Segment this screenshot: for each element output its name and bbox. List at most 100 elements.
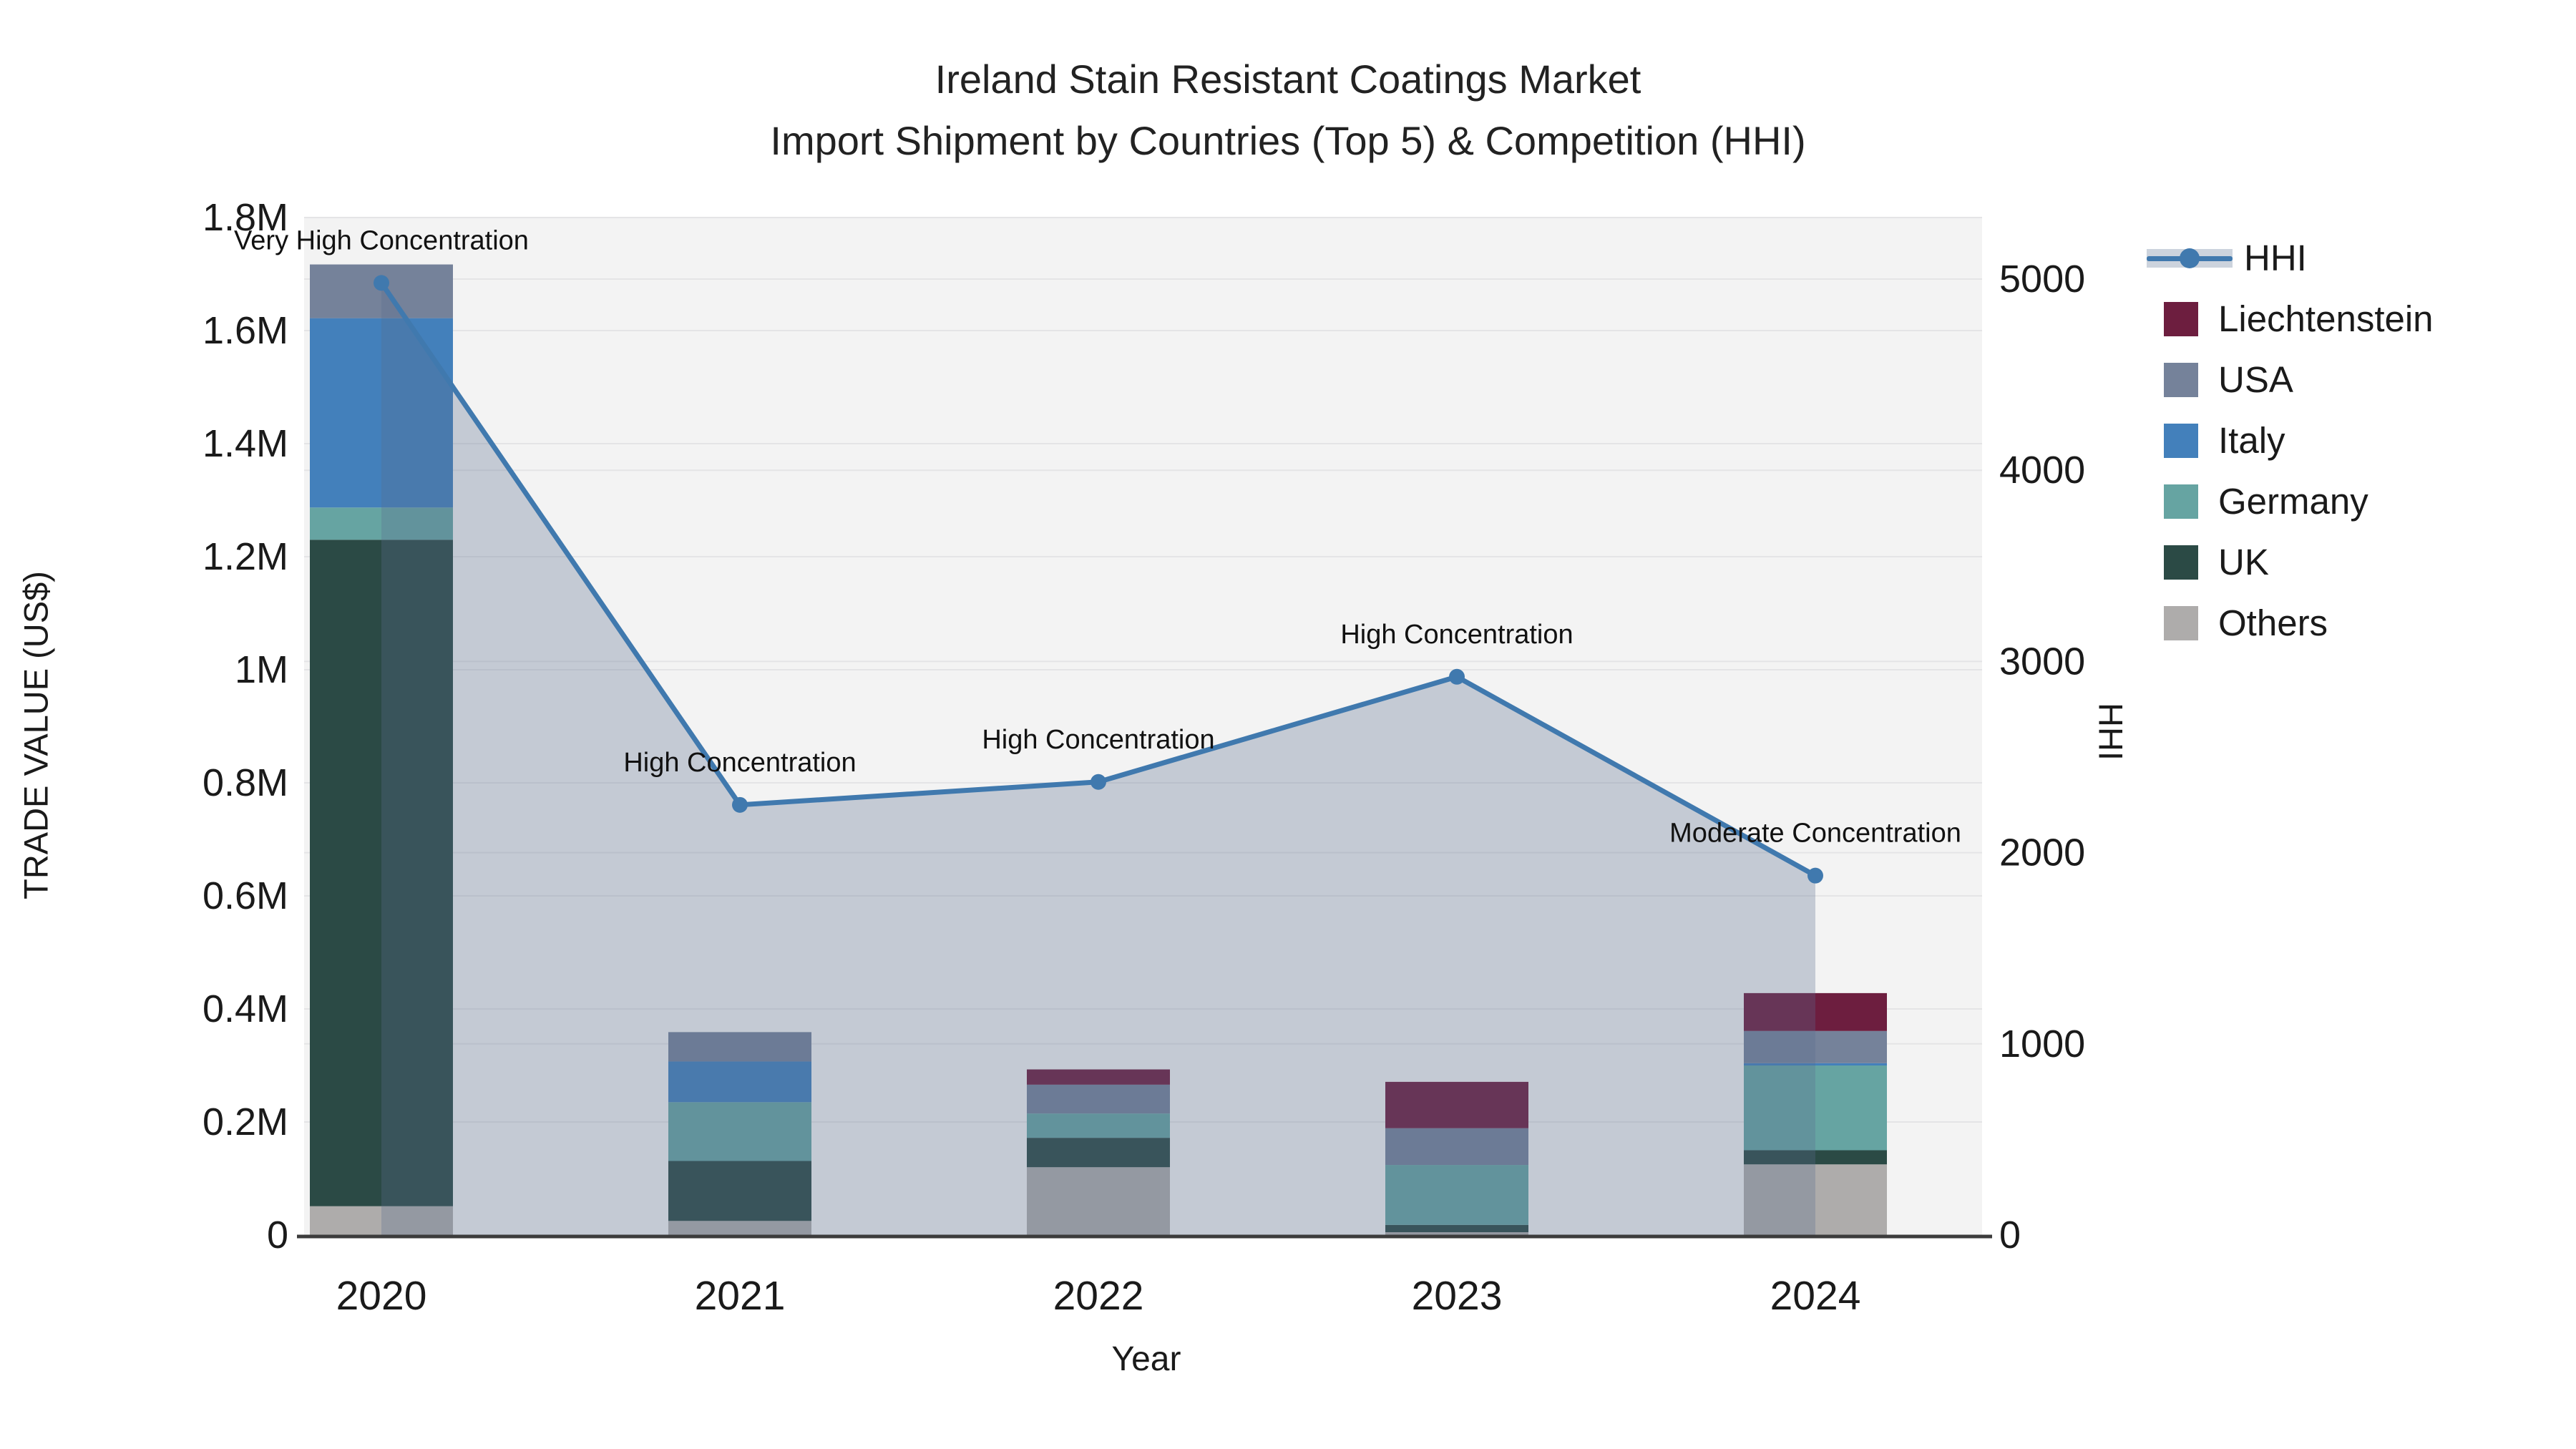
x-tick-2020: 2020 — [336, 1273, 427, 1319]
bar-segment-uk-2020[interactable] — [310, 540, 453, 1206]
bar-segment-liechtenstein-2022[interactable] — [1027, 1069, 1170, 1085]
chart-title-line2: Import Shipment by Countries (Top 5) & C… — [770, 118, 1806, 163]
legend-label-others: Others — [2218, 602, 2328, 643]
bar-segment-uk-2022[interactable] — [1027, 1138, 1170, 1168]
legend-swatch-uk — [2164, 545, 2198, 580]
legend-swatch-italy — [2164, 423, 2198, 458]
legend-label-italy: Italy — [2218, 420, 2285, 461]
bar-series-germany — [310, 507, 1887, 1225]
hhi-marker-2023[interactable] — [1449, 668, 1465, 685]
legend-label-uk: UK — [2218, 542, 2269, 582]
y-left-tick-1M: 1M — [235, 648, 288, 691]
bar-series-usa — [310, 264, 1887, 1166]
hhi-marker-2020[interactable] — [374, 275, 389, 291]
legend-item-hhi[interactable]: HHI — [2147, 228, 2547, 288]
bar-segment-usa-2023[interactable] — [1385, 1128, 1528, 1166]
y-left-tick-0.4M: 0.4M — [203, 987, 288, 1030]
annotation-2022: High Concentration — [982, 725, 1214, 755]
y-right-tick-2000: 2000 — [1999, 831, 2085, 874]
chart-title: Ireland Stain Resistant Coatings Market … — [0, 49, 2576, 172]
legend-swatch-liechtenstein — [2164, 301, 2198, 336]
bar-segment-germany-2020[interactable] — [310, 507, 453, 540]
chart-title-line1: Ireland Stain Resistant Coatings Market — [935, 57, 1641, 102]
bar-series-liechtenstein — [1027, 992, 1887, 1128]
legend-swatch-usa — [2164, 362, 2198, 397]
y-left-tick-0.2M: 0.2M — [203, 1101, 288, 1143]
x-axis-title: Year — [1111, 1340, 1181, 1378]
bar-segment-germany-2021[interactable] — [668, 1102, 811, 1161]
legend-swatch-germany — [2164, 484, 2198, 519]
y-right-tick-4000: 4000 — [1999, 449, 2085, 492]
hhi-marker-2022[interactable] — [1091, 774, 1106, 790]
bar-segment-liechtenstein-2024[interactable] — [1744, 992, 1887, 1031]
bar-segment-others-2024[interactable] — [1744, 1164, 1887, 1235]
y-left-tick-1.2M: 1.2M — [203, 535, 288, 578]
y-left-tick-0.6M: 0.6M — [203, 874, 288, 917]
x-tick-2021: 2021 — [695, 1273, 786, 1319]
y-axis-title-left: TRADE VALUE (US$) — [16, 571, 55, 899]
bar-segment-usa-2020[interactable] — [310, 264, 453, 318]
bar-segment-others-2020[interactable] — [310, 1206, 453, 1235]
legend-label-hhi: HHI — [2244, 238, 2307, 278]
bar-segment-uk-2023[interactable] — [1385, 1224, 1528, 1233]
bar-segment-usa-2021[interactable] — [668, 1032, 811, 1062]
bar-segment-usa-2022[interactable] — [1027, 1084, 1170, 1114]
bar-segment-germany-2023[interactable] — [1385, 1165, 1528, 1225]
annotation-2020: Very High Concentration — [234, 225, 529, 255]
legend-label-liechtenstein: Liechtenstein — [2218, 298, 2434, 339]
y-left-tick-1.4M: 1.4M — [203, 422, 288, 465]
y-axis-title-right: HHI — [2092, 703, 2130, 761]
y-axis-right-ticks: 0 1000 2000 3000 4000 5000 — [1999, 258, 2085, 1257]
bar-segment-others-2022[interactable] — [1027, 1167, 1170, 1235]
legend-item-italy[interactable]: Italy — [2147, 410, 2547, 471]
bar-segment-usa-2024[interactable] — [1744, 1030, 1887, 1063]
y-right-tick-1000: 1000 — [1999, 1023, 2085, 1065]
bar-series-italy — [310, 318, 1887, 1103]
y-left-tick-0.8M: 0.8M — [203, 761, 288, 804]
legend-label-germany: Germany — [2218, 481, 2368, 522]
hhi-marker-2021[interactable] — [732, 796, 748, 813]
y-left-tick-0: 0 — [267, 1214, 288, 1257]
hhi-markers — [374, 275, 1823, 884]
bar-series-others — [310, 1164, 1887, 1235]
hhi-marker-2024[interactable] — [1807, 867, 1823, 884]
x-tick-2022: 2022 — [1053, 1273, 1144, 1319]
x-tick-2023: 2023 — [1412, 1273, 1503, 1319]
legend-item-germany[interactable]: Germany — [2147, 471, 2547, 532]
annotation-2023: High Concentration — [1340, 620, 1573, 650]
bar-segment-liechtenstein-2023[interactable] — [1385, 1081, 1528, 1128]
hhi-area-fill — [381, 283, 1815, 1236]
bar-series-uk — [310, 540, 1887, 1233]
bar-segment-italy-2024[interactable] — [1744, 1063, 1887, 1065]
y-left-tick-1.6M: 1.6M — [203, 309, 288, 352]
y-right-tick-3000: 3000 — [1999, 640, 2085, 683]
bar-segment-germany-2022[interactable] — [1027, 1113, 1170, 1138]
hhi-line-legend-icon — [2147, 246, 2233, 270]
annotation-2024: Moderate Concentration — [1669, 819, 1961, 849]
y-axis-left-ticks: 0 0.2M 0.4M 0.6M 0.8M 1M 1.2M 1.4M 1.6M 1.8M — [203, 196, 288, 1257]
bar-segment-germany-2024[interactable] — [1744, 1065, 1887, 1151]
bar-segment-others-2021[interactable] — [668, 1221, 811, 1235]
legend-item-uk[interactable]: UK — [2147, 532, 2547, 592]
legend-item-usa[interactable]: USA — [2147, 349, 2547, 410]
legend-item-others[interactable]: Others — [2147, 592, 2547, 653]
bar-series-group — [310, 264, 1887, 1235]
legend-swatch-others — [2164, 605, 2198, 640]
x-tick-2024: 2024 — [1770, 1273, 1861, 1319]
bar-segment-uk-2021[interactable] — [668, 1161, 811, 1221]
bar-segment-others-2023[interactable] — [1385, 1232, 1528, 1235]
bar-segment-uk-2024[interactable] — [1744, 1150, 1887, 1165]
legend-label-usa: USA — [2218, 359, 2293, 400]
gridlines — [304, 217, 1982, 1123]
y-right-tick-5000: 5000 — [1999, 258, 2085, 301]
annotation-2021: High Concentration — [623, 748, 856, 778]
legend-item-liechtenstein[interactable]: Liechtenstein — [2147, 288, 2547, 349]
plot-background — [304, 218, 1982, 1235]
y-right-tick-0: 0 — [1999, 1214, 2021, 1257]
legend: HHI Liechtenstein USA Italy Germany UK Others — [2147, 228, 2547, 653]
x-axis-ticks: 2020 2021 2022 2023 2024 — [336, 1273, 1861, 1319]
y-left-tick-1.8M: 1.8M — [203, 196, 288, 239]
bar-segment-italy-2021[interactable] — [668, 1061, 811, 1103]
